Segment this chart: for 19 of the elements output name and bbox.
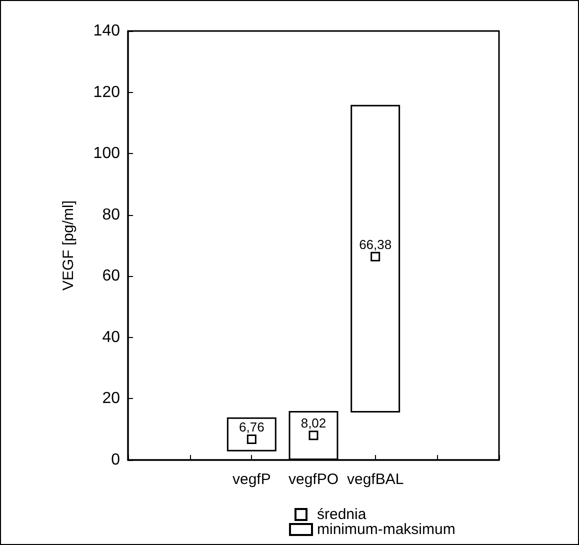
y-tick-label: 40 — [102, 328, 120, 346]
data-label: 8,02 — [300, 416, 326, 431]
y-tick-label: 120 — [93, 84, 120, 101]
y-tick-label: 100 — [93, 145, 120, 162]
y-tick-label: 80 — [102, 206, 120, 224]
legend-label: średnia — [317, 506, 367, 523]
x-tick-label: vegfPO — [288, 471, 339, 488]
y-tick-label: 0 — [111, 452, 120, 468]
x-tick-label: vegfBAL — [346, 471, 404, 488]
data-label: 6,76 — [239, 420, 264, 435]
y-tick-label: 20 — [102, 390, 120, 408]
y-axis-title: VEGF [pg/ml] — [60, 200, 77, 291]
legend-label: minimum-maksimum — [317, 521, 456, 538]
y-tick-label: 140 — [93, 22, 120, 40]
bar — [350, 104, 400, 413]
bar — [226, 417, 276, 452]
data-label: 66,38 — [359, 236, 392, 252]
x-tick-label: vegfP — [232, 471, 271, 488]
y-tick-label: 60 — [102, 268, 120, 285]
